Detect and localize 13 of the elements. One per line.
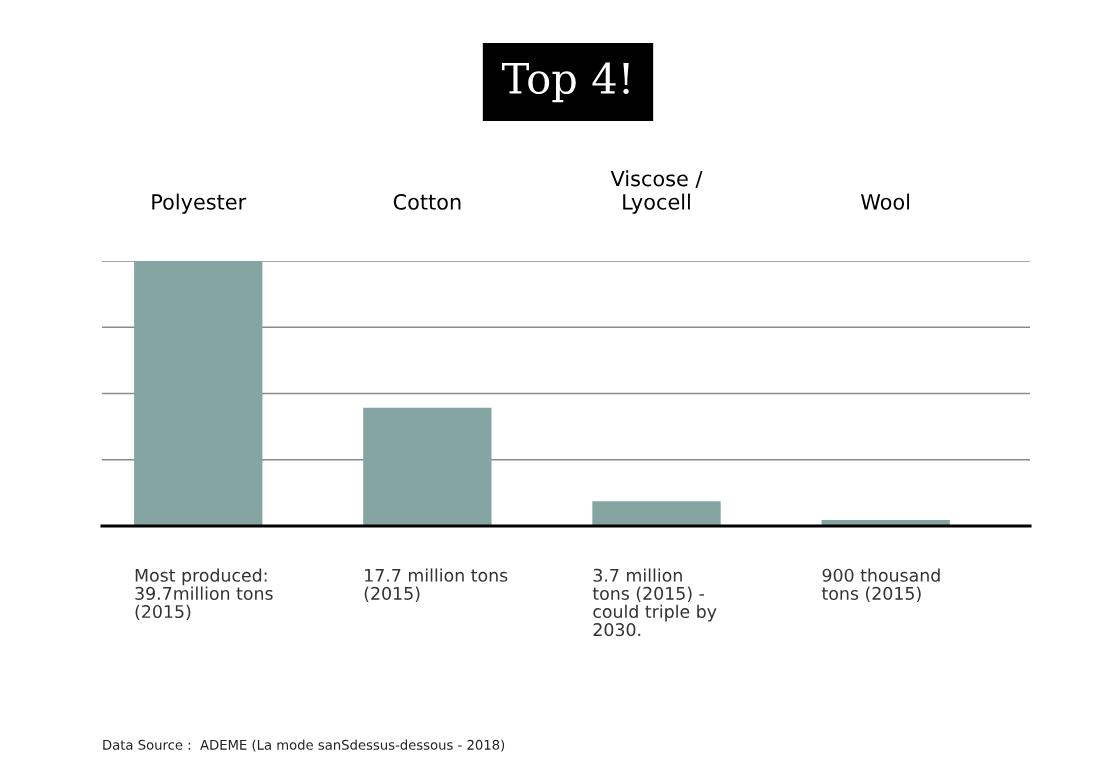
source-note: Data Source : ADEME (La mode sanSdessus-dessous - 2018) [103, 739, 505, 752]
chart-title: Top 4! [502, 62, 629, 103]
x-tick-label: Wool [861, 193, 910, 210]
text: 3.7 million tons (2015) - could triple by 2030. [592, 568, 717, 637]
bar [363, 407, 492, 526]
text: 17.7 million tons (2015) [364, 568, 508, 602]
text: Most produced: 39.7million tons (2015) [135, 568, 273, 621]
bar [592, 501, 721, 526]
bar [134, 261, 263, 526]
x-tick-label: Viscose / Lyocell [610, 170, 703, 214]
text: 900 thousand tons (2015) [821, 568, 940, 602]
x-tick-label: Cotton [393, 193, 461, 210]
x-tick-label: Polyester [152, 193, 247, 214]
